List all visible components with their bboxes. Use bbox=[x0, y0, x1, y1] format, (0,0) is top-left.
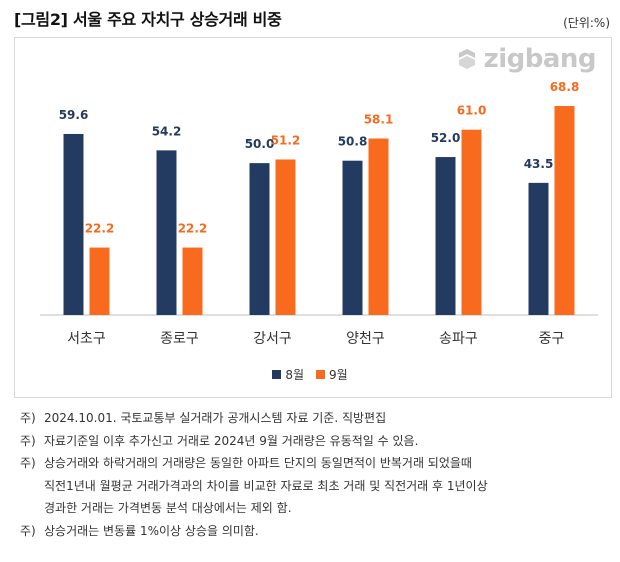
data-label-aug: 52.0 bbox=[431, 131, 461, 145]
data-label-aug: 50.8 bbox=[338, 135, 368, 149]
bar-sep bbox=[89, 247, 110, 315]
data-label-sep: 68.8 bbox=[550, 80, 580, 94]
bar-aug bbox=[249, 163, 270, 315]
footnotes: 주) 2024.10.01. 국토교통부 실거래가 공개시스템 자료 기준. 직… bbox=[20, 407, 610, 542]
footnote-prefix: 주) bbox=[20, 411, 36, 425]
x-tick-label: 강서구 bbox=[253, 331, 292, 347]
zigbang-logo: zigbang bbox=[454, 44, 597, 74]
legend: 8월 9월 bbox=[0, 366, 620, 383]
data-label-aug: 59.6 bbox=[59, 108, 89, 122]
chart-title: [그림2] 서울 주요 자치구 상승거래 비중 bbox=[14, 10, 282, 29]
bar-sep bbox=[182, 247, 203, 315]
bar-sep bbox=[368, 138, 389, 315]
logo-text: zigbang bbox=[483, 44, 597, 74]
bar-sep bbox=[554, 106, 575, 316]
bar-aug bbox=[435, 157, 456, 315]
footnote-line: 직전1년내 월평균 거래가격과의 차이를 비교한 자료로 최초 거래 및 직전거… bbox=[44, 478, 488, 493]
bar-aug bbox=[156, 150, 177, 315]
bar-aug bbox=[528, 182, 549, 315]
x-tick-label: 송파구 bbox=[439, 331, 478, 347]
data-label-aug: 54.2 bbox=[152, 124, 182, 138]
footnote: 주) 상승거래와 하락거래의 거래량은 동일한 아파트 단지의 동일면적이 반복… bbox=[20, 452, 610, 520]
data-label-aug: 43.5 bbox=[524, 157, 554, 171]
footnote: 주) 2024.10.01. 국토교통부 실거래가 공개시스템 자료 기준. 직… bbox=[20, 407, 610, 430]
data-label-sep: 22.2 bbox=[178, 222, 208, 236]
bar-aug bbox=[63, 133, 84, 315]
x-tick-label: 중구 bbox=[539, 331, 565, 347]
footnote-line: 자료기준일 이후 추가신고 거래로 2024년 9월 거래량은 유동적일 수 있… bbox=[44, 433, 419, 448]
x-tick-label: 양천구 bbox=[346, 331, 385, 347]
x-tick-label: 서초구 bbox=[67, 331, 106, 347]
data-label-sep: 51.2 bbox=[271, 133, 301, 147]
bar-sep bbox=[275, 159, 296, 315]
chart-frame bbox=[14, 37, 612, 398]
footnote-prefix: 주) bbox=[20, 433, 36, 448]
legend-label-aug: 8월 bbox=[285, 368, 304, 382]
x-tick-label: 종로구 bbox=[160, 331, 199, 347]
footnote: 주) 상승거래는 변동률 1%이상 상승을 의미함. bbox=[20, 520, 610, 543]
legend-swatch-sep bbox=[316, 370, 325, 379]
data-label-sep: 58.1 bbox=[364, 113, 394, 127]
legend-item-aug: 8월 bbox=[272, 366, 304, 383]
legend-label-sep: 9월 bbox=[329, 368, 348, 382]
footnote-line: 2024.10.01. 국토교통부 실거래가 공개시스템 자료 기준. 직방편집 bbox=[44, 411, 387, 425]
legend-item-sep: 9월 bbox=[316, 366, 348, 383]
data-label-sep: 22.2 bbox=[85, 222, 115, 236]
footnote: 주) 자료기준일 이후 추가신고 거래로 2024년 9월 거래량은 유동적일 … bbox=[20, 430, 610, 453]
legend-swatch-aug bbox=[272, 370, 282, 379]
bar-chart: 59.6 22.2 서초구 54.2 22.2 종로구 50.051.2 강서구 50.8 58.… bbox=[40, 80, 598, 347]
footnote-line: 경과한 거래는 가격변동 분석 대상에서는 제외 함. bbox=[44, 501, 292, 515]
footnote-line: 상승거래는 변동률 1%이상 상승을 의미함. bbox=[44, 523, 259, 538]
footnote-line: 상승거래와 하락거래의 거래량은 동일한 아파트 단지의 동일면적이 반복거래 … bbox=[44, 456, 472, 470]
footnote-prefix: 주) bbox=[20, 456, 36, 470]
zigbang-logo-icon bbox=[458, 49, 475, 69]
bar-sep bbox=[461, 129, 482, 315]
data-label-aug: 50.0 bbox=[245, 137, 275, 151]
unit-label: (단위:%) bbox=[563, 16, 610, 30]
footnote-prefix: 주) bbox=[20, 523, 36, 538]
data-label-sep: 61.0 bbox=[457, 104, 487, 118]
bar-aug bbox=[342, 160, 363, 315]
